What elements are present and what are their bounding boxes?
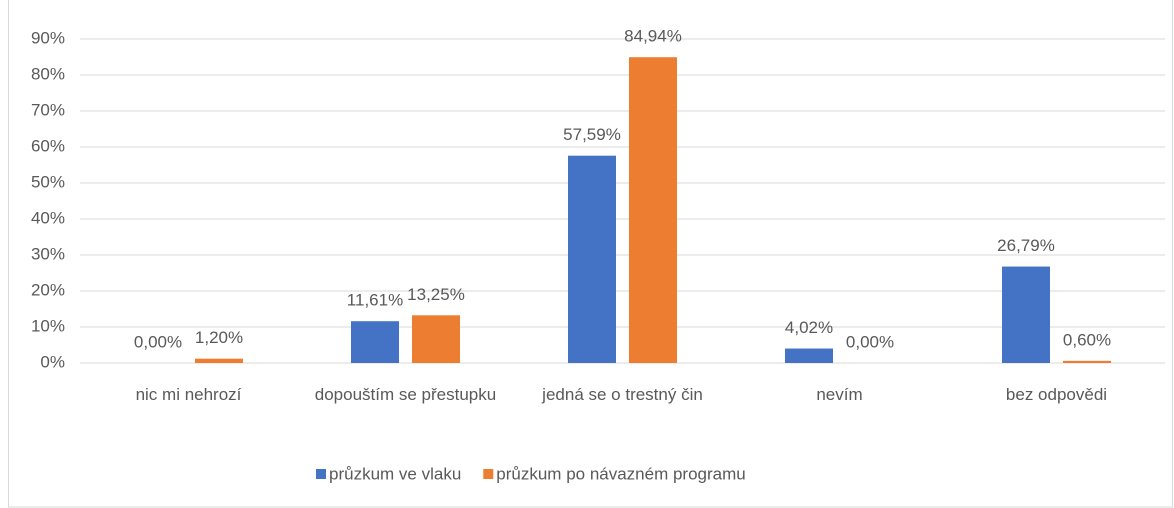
y-tick-label: 80% [31, 64, 65, 83]
x-tick-label: dopouštím se přestupku [314, 385, 497, 404]
value-label: 0,60% [1063, 330, 1111, 349]
value-label: 0,00% [846, 332, 894, 351]
value-label: 1,20% [195, 328, 243, 347]
y-tick-label: 0% [40, 352, 65, 371]
y-tick-label: 70% [31, 100, 65, 119]
value-label: 4,02% [785, 318, 833, 337]
y-tick-label: 30% [31, 244, 65, 263]
value-label: 11,61% [347, 291, 403, 310]
legend-swatch [483, 469, 494, 479]
bar [1002, 266, 1050, 363]
chart-frame [8, 0, 1173, 508]
x-tick-label: bez odpovědi [1005, 385, 1108, 404]
y-tick-label: 10% [31, 316, 65, 335]
bar [629, 57, 677, 363]
y-tick-label: 50% [31, 172, 65, 191]
x-tick-label: jedná se o trestný čin [542, 385, 703, 404]
value-label: 84,94% [624, 27, 682, 46]
bar [412, 315, 460, 363]
value-label: 26,79% [997, 236, 1055, 255]
x-tick-label: nevím [816, 385, 863, 404]
value-label: 0,00% [134, 332, 182, 351]
bar [351, 321, 399, 363]
legend-swatch [316, 469, 326, 479]
value-label: 13,25% [407, 285, 465, 304]
legend-label: průzkum ve vlaku [329, 464, 461, 483]
y-tick-label: 40% [31, 208, 65, 227]
bar [785, 348, 833, 363]
legend-label: průzkum po návazném programu [496, 464, 745, 483]
y-tick-label: 60% [31, 136, 65, 155]
value-label: 57,59% [563, 125, 621, 144]
y-tick-label: 90% [31, 28, 65, 47]
bar [195, 358, 243, 363]
bar [568, 155, 616, 363]
y-tick-label: 20% [31, 280, 65, 299]
x-tick-label: nic mi nehrozí [135, 385, 242, 404]
bar [1063, 360, 1111, 363]
